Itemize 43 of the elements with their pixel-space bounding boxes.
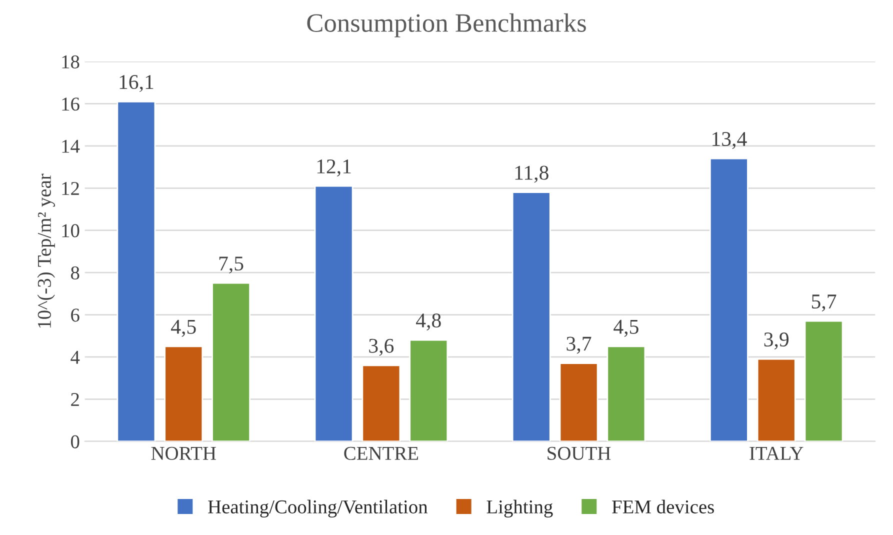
bar xyxy=(164,346,204,442)
legend-label: Heating/Cooling/Ventilation xyxy=(208,500,428,518)
y-tick-label: 12 xyxy=(62,182,79,195)
bar xyxy=(709,158,748,442)
bar xyxy=(559,362,598,442)
bar xyxy=(606,346,646,442)
y-tick-label: 2 xyxy=(71,393,79,406)
x-tick-label: CENTRE xyxy=(344,446,418,460)
data-label: 4,5 xyxy=(614,320,638,337)
bar xyxy=(512,192,551,442)
y-tick-label: 16 xyxy=(62,98,80,111)
data-label: 12,1 xyxy=(317,159,351,176)
y-tick-label: 0 xyxy=(70,435,80,448)
bar xyxy=(212,282,251,442)
data-label: 4,5 xyxy=(171,320,196,337)
x-tick-label: SOUTH xyxy=(548,446,611,460)
y-tick-label: 14 xyxy=(62,140,80,153)
bar xyxy=(409,339,448,442)
y-tick-label: 18 xyxy=(62,55,80,68)
y-tick-label: 4 xyxy=(70,350,80,364)
data-label: 7,5 xyxy=(219,256,244,274)
data-label: 13,4 xyxy=(712,132,747,150)
legend-label: FEM devices xyxy=(612,500,714,514)
data-label: 4,8 xyxy=(416,313,441,331)
data-label: 3,7 xyxy=(566,336,592,354)
bar xyxy=(804,320,844,442)
y-tick-label: 6 xyxy=(71,308,80,322)
bar xyxy=(116,100,156,442)
data-label: 16,1 xyxy=(120,75,154,92)
data-label: 3,6 xyxy=(369,338,394,356)
y-tick-label: 8 xyxy=(70,266,80,280)
x-tick-label: NORTH xyxy=(151,446,216,460)
data-label: 5,7 xyxy=(812,294,836,312)
bar xyxy=(756,358,796,442)
y-axis-title: 10^(-3) Tep/m² year xyxy=(37,174,55,328)
data-label: 11,8 xyxy=(515,166,548,183)
bar xyxy=(362,364,401,442)
chart-title: Consumption Benchmarks xyxy=(307,13,586,38)
legend-label: Lighting xyxy=(486,500,553,518)
x-tick-label: ITALY xyxy=(750,446,804,460)
data-label: 3,9 xyxy=(764,332,789,350)
y-tick-label: 10 xyxy=(62,224,80,238)
bar xyxy=(314,185,354,442)
